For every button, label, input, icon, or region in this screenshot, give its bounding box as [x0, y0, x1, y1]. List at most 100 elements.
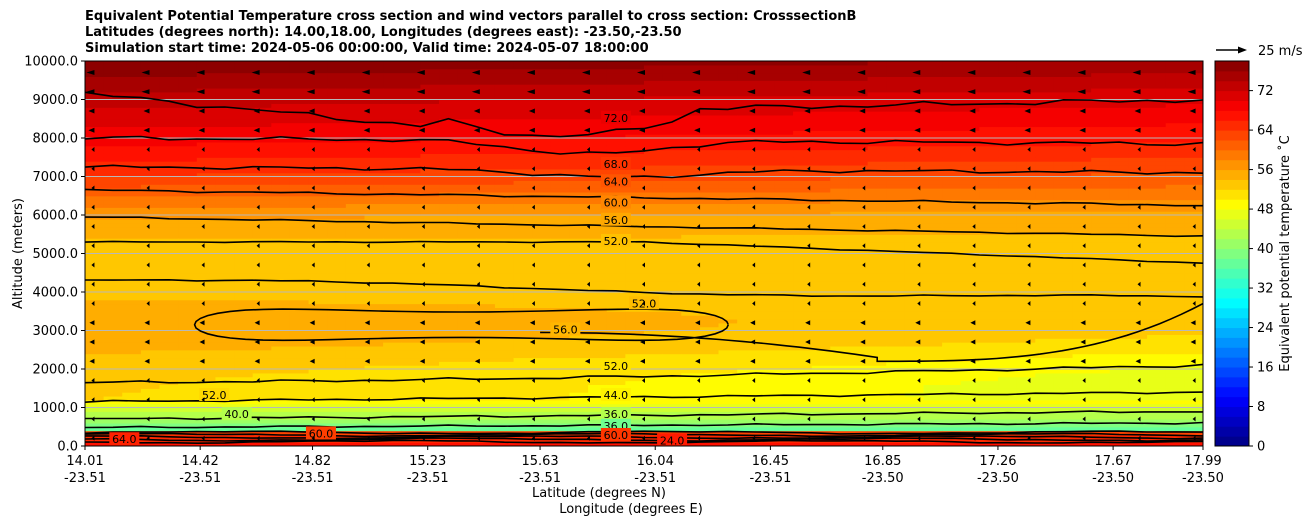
theta-e-cell: [867, 238, 887, 243]
theta-e-cell: [737, 114, 757, 120]
theta-e-cell: [699, 280, 720, 285]
theta-e-cell: [644, 241, 664, 247]
theta-e-cell: [960, 168, 980, 174]
theta-e-cell: [271, 238, 291, 243]
theta-e-cell: [923, 376, 943, 382]
theta-e-cell: [140, 384, 161, 389]
theta-e-cell: [345, 141, 366, 147]
theta-e-cell: [345, 99, 366, 104]
theta-e-cell: [476, 384, 496, 389]
theta-e-cell: [998, 326, 1018, 332]
theta-e-cell: [196, 188, 217, 193]
theta-e-cell: [457, 261, 477, 266]
theta-e-cell: [439, 218, 459, 224]
theta-e-cell: [960, 211, 980, 216]
theta-e-cell: [215, 249, 235, 255]
theta-e-cell: [550, 138, 571, 143]
theta-e-cell: [681, 392, 701, 397]
theta-e-cell: [681, 334, 701, 339]
theta-e-cell: [140, 172, 161, 178]
theta-e-cell: [550, 338, 571, 343]
theta-e-cell: [476, 107, 496, 112]
theta-e-cell: [830, 268, 850, 274]
theta-e-cell: [848, 72, 869, 77]
theta-e-cell: [383, 207, 403, 212]
theta-e-cell: [420, 392, 440, 397]
theta-e-cell: [699, 407, 720, 412]
theta-e-cell: [942, 172, 962, 178]
theta-e-cell: [848, 103, 869, 108]
theta-e-cell: [159, 95, 179, 101]
theta-e-cell: [85, 311, 105, 316]
theta-e-cell: [848, 388, 869, 393]
theta-e-cell: [550, 299, 571, 305]
theta-e-cell: [588, 111, 608, 116]
theta-e-cell: [998, 330, 1018, 335]
theta-e-cell: [178, 80, 198, 85]
theta-e-cell: [755, 149, 776, 154]
theta-e-cell: [103, 369, 123, 374]
theta-e-cell: [830, 272, 850, 278]
theta-e-cell: [271, 207, 291, 212]
theta-e-cell: [327, 442, 347, 446]
theta-e-cell: [737, 107, 757, 112]
theta-e-cell: [755, 91, 776, 97]
theta-e-cell: [252, 234, 272, 239]
theta-e-cell: [364, 164, 384, 170]
theta-e-cell: [811, 68, 831, 74]
theta-e-cell: [103, 122, 123, 128]
theta-e-cell: [215, 307, 235, 312]
theta-e-cell: [755, 211, 776, 216]
theta-e-cell: [793, 299, 813, 305]
theta-e-cell: [979, 226, 999, 231]
theta-e-cell: [420, 403, 440, 409]
theta-e-cell: [960, 265, 980, 270]
theta-e-cell: [103, 288, 123, 293]
theta-e-cell: [196, 399, 217, 405]
theta-e-cell: [588, 376, 608, 382]
theta-e-cell: [737, 338, 757, 343]
theta-e-cell: [196, 369, 217, 374]
theta-e-cell: [439, 241, 459, 247]
theta-e-cell: [718, 149, 738, 154]
theta-e-cell: [345, 103, 366, 108]
theta-e-cell: [644, 107, 664, 112]
theta-e-cell: [457, 388, 477, 393]
theta-e-cell: [140, 99, 161, 104]
theta-e-cell: [625, 276, 645, 282]
theta-e-cell: [569, 203, 589, 208]
theta-e-cell: [140, 222, 161, 228]
theta-e-cell: [401, 157, 421, 162]
theta-e-cell: [271, 357, 291, 362]
theta-e-cell: [196, 172, 217, 178]
theta-e-cell: [793, 215, 813, 220]
theta-e-cell: [364, 172, 384, 178]
theta-e-cell: [867, 276, 887, 282]
theta-e-cell: [289, 87, 310, 93]
theta-e-cell: [532, 91, 552, 97]
theta-e-cell: [998, 149, 1018, 154]
theta-e-cell: [420, 172, 440, 178]
theta-e-cell: [494, 168, 515, 174]
theta-e-cell: [439, 145, 459, 151]
theta-e-cell: [327, 419, 347, 424]
theta-e-cell: [476, 303, 496, 308]
theta-e-cell: [327, 149, 347, 154]
theta-e-cell: [998, 299, 1018, 305]
theta-e-cell: [830, 372, 850, 378]
theta-e-cell: [215, 215, 235, 220]
theta-e-cell: [550, 207, 571, 212]
theta-e-cell: [234, 241, 254, 247]
theta-e-cell: [718, 318, 738, 324]
theta-e-cell: [811, 222, 831, 228]
theta-e-cell: [140, 145, 161, 151]
theta-e-cell: [699, 430, 720, 436]
theta-e-cell: [103, 80, 123, 85]
theta-e-cell: [140, 353, 161, 359]
theta-e-cell: [532, 130, 552, 135]
theta-e-cell: [811, 395, 831, 401]
theta-e-cell: [196, 426, 217, 432]
theta-e-cell: [308, 149, 328, 154]
theta-e-cell: [513, 130, 533, 135]
theta-e-cell: [644, 76, 664, 81]
